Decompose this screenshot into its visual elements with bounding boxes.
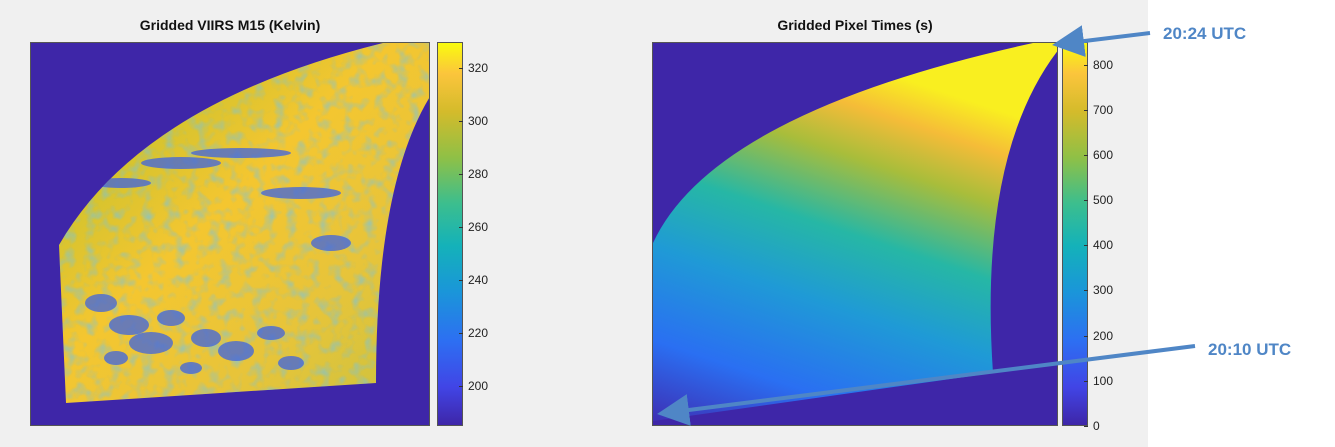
colorbar-tick-mark — [1084, 426, 1088, 427]
colorbar-tick-mark — [1084, 64, 1088, 66]
cold-cloud-region — [191, 148, 291, 158]
colorbar-tick-label: 200 — [1093, 328, 1114, 343]
cold-cloud-region — [109, 315, 149, 335]
colorbar-tick-label: 200 — [468, 379, 489, 394]
annotation-20-10-utc: 20:10 UTC — [1208, 340, 1292, 359]
colorbar-tick-mark — [1084, 290, 1088, 292]
left-plot-title: Gridded VIIRS M15 (Kelvin) — [139, 17, 321, 33]
cold-cloud-region — [180, 362, 202, 374]
cold-cloud-region — [91, 178, 151, 188]
cold-cloud-region — [191, 329, 221, 347]
colorbar-tick-label: 700 — [1093, 102, 1114, 117]
colorbar-tick-mark — [1084, 200, 1088, 202]
colorbar-tick-label: 600 — [1093, 147, 1114, 162]
cold-cloud-region — [278, 356, 304, 370]
cold-cloud-region — [141, 157, 221, 169]
colorbar-tick-mark — [459, 227, 463, 229]
annotation-20-24-utc: 20:24 UTC — [1163, 24, 1247, 43]
cold-cloud-region — [261, 187, 341, 199]
colorbar-tick-label: 500 — [1093, 193, 1114, 208]
cold-cloud-region — [218, 341, 254, 361]
cold-cloud-region — [257, 326, 285, 340]
colorbar-tick-label: 260 — [468, 220, 489, 235]
colorbar-tick-mark — [1084, 245, 1088, 247]
left-colorbar — [437, 42, 463, 426]
colorbar-tick-label: 0 — [1093, 419, 1100, 433]
colorbar-tick-mark — [459, 333, 463, 335]
colorbar-tick-mark — [459, 68, 463, 70]
cold-cloud-region — [311, 235, 351, 251]
colorbar-tick-mark — [459, 121, 463, 123]
colorbar-tick-mark — [459, 386, 463, 388]
right-plot-title: Gridded Pixel Times (s) — [777, 17, 933, 33]
colorbar-tick-mark — [459, 174, 463, 176]
left-plot-area — [30, 42, 430, 426]
cold-cloud-region — [104, 351, 128, 365]
right-plot-area — [652, 42, 1058, 426]
colorbar-tick-label: 320 — [468, 61, 489, 76]
cold-cloud-region — [157, 310, 185, 326]
m15-brightness-map — [59, 43, 429, 403]
cold-cloud-region — [85, 294, 117, 312]
colorbar-tick-label: 800 — [1093, 57, 1114, 72]
colorbar-tick-mark — [1084, 380, 1088, 382]
colorbar-tick-label: 240 — [468, 273, 489, 288]
cold-cloud-region — [129, 332, 173, 354]
colorbar-tick-mark — [1084, 109, 1088, 111]
colorbar-tick-mark — [1084, 154, 1088, 156]
colorbar-tick-label: 400 — [1093, 238, 1114, 253]
colorbar-tick-label: 280 — [468, 167, 489, 182]
colorbar-tick-mark — [1084, 335, 1088, 337]
colorbar-tick-label: 220 — [468, 326, 489, 341]
colorbar-tick-label: 300 — [468, 114, 489, 129]
right-colorbar — [1062, 42, 1088, 426]
colorbar-tick-label: 300 — [1093, 283, 1114, 298]
colorbar-tick-label: 100 — [1093, 373, 1114, 388]
pixel-times-map — [653, 43, 1057, 421]
colorbar-tick-mark — [459, 280, 463, 282]
